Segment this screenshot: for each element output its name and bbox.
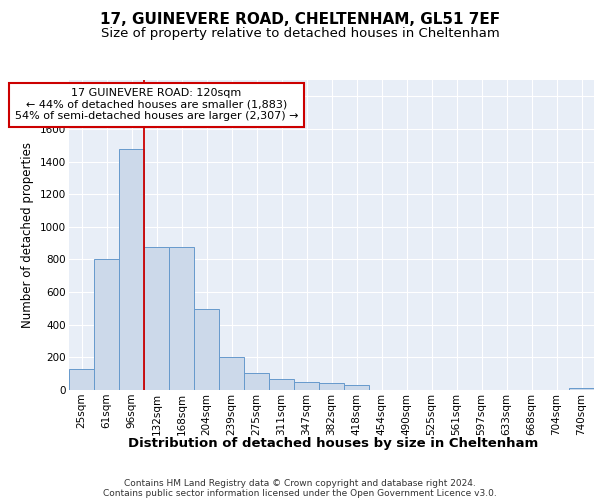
Text: Contains public sector information licensed under the Open Government Licence v3: Contains public sector information licen…	[103, 489, 497, 498]
Bar	[269, 379, 294, 390]
Bar	[94, 260, 119, 390]
Text: Contains HM Land Registry data © Crown copyright and database right 2024.: Contains HM Land Registry data © Crown c…	[124, 479, 476, 488]
Bar	[69, 370, 94, 390]
Text: 17, GUINEVERE ROAD, CHELTENHAM, GL51 7EF: 17, GUINEVERE ROAD, CHELTENHAM, GL51 7EF	[100, 12, 500, 28]
Bar	[244, 373, 269, 390]
Bar	[219, 358, 244, 390]
Bar	[569, 388, 594, 390]
Bar	[169, 247, 194, 390]
Bar	[194, 309, 219, 390]
Y-axis label: Number of detached properties: Number of detached properties	[22, 142, 34, 328]
Bar	[294, 382, 319, 390]
Text: Size of property relative to detached houses in Cheltenham: Size of property relative to detached ho…	[101, 28, 499, 40]
Bar	[319, 384, 344, 390]
Bar	[119, 148, 144, 390]
Bar	[344, 385, 369, 390]
Text: Distribution of detached houses by size in Cheltenham: Distribution of detached houses by size …	[128, 438, 538, 450]
Bar	[144, 247, 169, 390]
Text: 17 GUINEVERE ROAD: 120sqm
← 44% of detached houses are smaller (1,883)
54% of se: 17 GUINEVERE ROAD: 120sqm ← 44% of detac…	[15, 88, 298, 122]
